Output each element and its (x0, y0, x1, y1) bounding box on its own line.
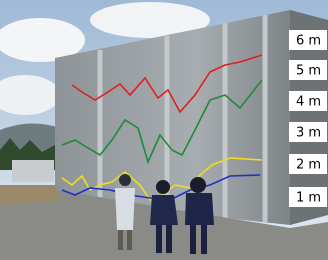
height-label: 1 m (296, 191, 321, 206)
height-label: 2 m (296, 158, 321, 173)
shed (12, 160, 54, 182)
height-label: 5 m (296, 64, 321, 79)
scene: 6 m 5 m 4 m 3 m 2 m 1 m (0, 0, 328, 260)
height-label: 6 m (296, 34, 321, 49)
height-label: 4 m (296, 95, 321, 110)
height-label: 3 m (296, 126, 321, 141)
